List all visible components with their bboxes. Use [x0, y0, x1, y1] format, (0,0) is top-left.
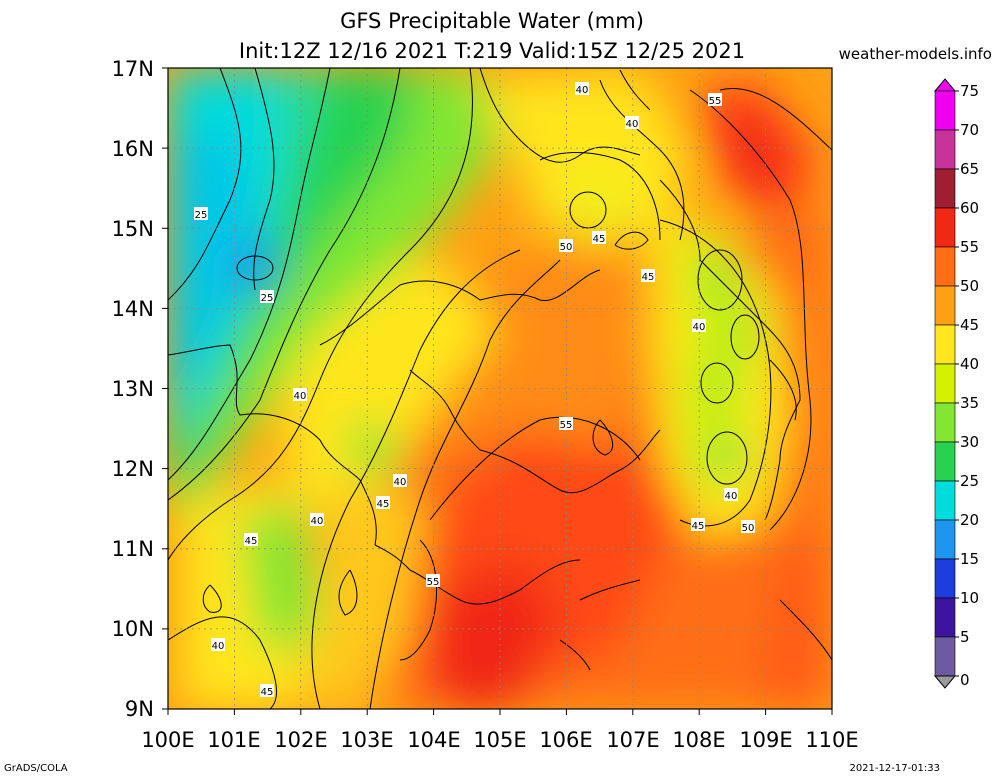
contour-label: 40: [576, 85, 589, 96]
colorbar-top-arrow: [933, 78, 957, 92]
colorbar-label: 65: [960, 160, 980, 178]
lat-label: 14N: [111, 297, 154, 321]
contour-label: 45: [377, 499, 390, 510]
colorbar-label: 75: [960, 82, 980, 100]
colorbar-label: 50: [960, 277, 980, 295]
contour-label: 40: [311, 516, 324, 527]
contour-label: 55: [427, 577, 440, 588]
contour-label: 45: [692, 521, 705, 532]
contour-label: 55: [560, 420, 573, 431]
contour-label: 25: [261, 293, 274, 304]
colorbar: [933, 78, 959, 689]
lat-label: 17N: [111, 57, 154, 81]
lat-label: 9N: [124, 697, 154, 721]
lat-label: 10N: [111, 617, 154, 641]
contour-label: 40: [626, 119, 639, 130]
contour-label: 40: [212, 641, 225, 652]
colorbar-label: 40: [960, 355, 980, 373]
lon-label: 108E: [672, 728, 726, 752]
axis-ticks: [162, 67, 833, 715]
map-subtitle: Init:12Z 12/16 2021 T:219 Valid:15Z 12/2…: [238, 39, 746, 63]
contour-lines: [168, 68, 832, 709]
contour-label: 40: [725, 491, 738, 502]
colorbar-bottom-arrow: [933, 675, 957, 689]
colorbar-label: 10: [960, 589, 980, 607]
lon-label: 110E: [805, 728, 859, 752]
colorbar-label: 30: [960, 433, 980, 451]
lat-label: 13N: [111, 377, 154, 401]
boundaries: [168, 68, 801, 671]
colorbar-label: 0: [960, 671, 970, 689]
contour-label: 45: [642, 272, 655, 283]
contour-label: 45: [261, 687, 274, 698]
contour-label: 50: [742, 523, 755, 534]
site-label: weather-models.info: [838, 45, 992, 63]
contour-label: 25: [195, 210, 208, 221]
contour-label: 55: [709, 96, 722, 107]
lon-label: 100E: [141, 728, 195, 752]
software-credit: GrADS/COLA: [4, 763, 68, 774]
lon-label: 102E: [274, 728, 328, 752]
lat-label: 16N: [111, 137, 154, 161]
generation-timestamp: 2021-12-17-01:33: [849, 763, 940, 774]
contour-label: 50: [560, 242, 573, 253]
contour-label: 45: [593, 234, 606, 245]
colorbar-label: 60: [960, 199, 980, 217]
colorbar-label: 55: [960, 238, 980, 256]
contour-label: 40: [693, 322, 706, 333]
colorbar-label: 15: [960, 550, 980, 568]
colorbar-label: 20: [960, 511, 980, 529]
contour-label: 40: [394, 477, 407, 488]
lon-label: 104E: [407, 728, 461, 752]
colorbar-label: 45: [960, 316, 980, 334]
colorbar-label: 5: [960, 628, 970, 646]
lon-label: 107E: [606, 728, 660, 752]
lat-label: 12N: [111, 457, 154, 481]
lon-label: 106E: [539, 728, 593, 752]
lat-label: 11N: [111, 537, 154, 561]
lon-label: 105E: [473, 728, 527, 752]
colorbar-label: 70: [960, 121, 980, 139]
contour-label: 45: [245, 536, 258, 547]
map-title: GFS Precipitable Water (mm): [340, 9, 644, 33]
lon-label: 103E: [340, 728, 394, 752]
colorbar-label: 35: [960, 394, 980, 412]
lon-label: 109E: [739, 728, 793, 752]
colorbar-label: 25: [960, 472, 980, 490]
contour-label-group: 25 25 40 40 40 40 40 40 40 40 45 45 45 4…: [194, 82, 755, 698]
grid-lines: [168, 68, 832, 709]
lon-label: 101E: [207, 728, 261, 752]
lat-label: 15N: [111, 217, 154, 241]
contour-label: 40: [294, 391, 307, 402]
